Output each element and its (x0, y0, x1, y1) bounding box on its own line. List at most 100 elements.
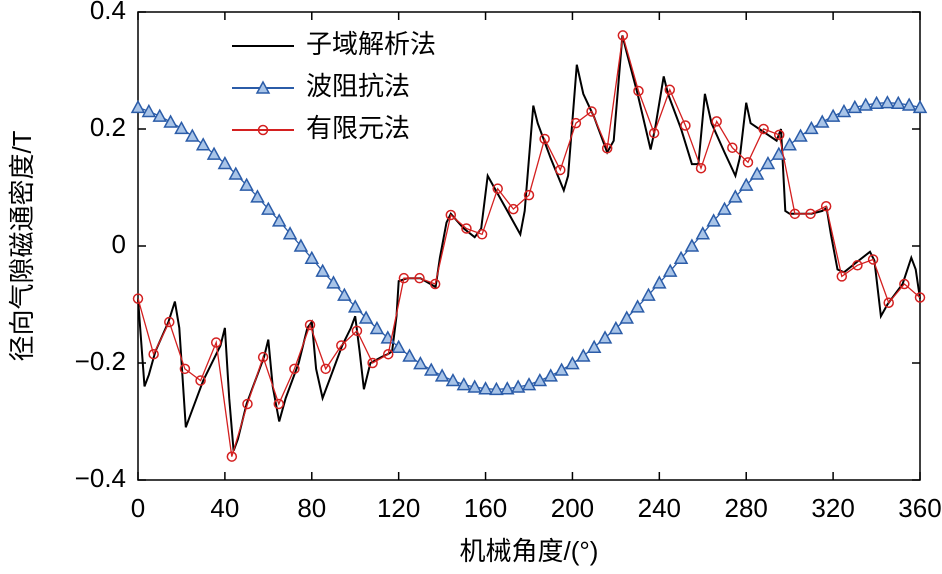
data-point (141, 103, 157, 118)
plot-frame (137, 11, 921, 481)
data-point (793, 128, 808, 142)
data-point (273, 398, 285, 410)
data-point (543, 368, 558, 382)
data-point (711, 116, 722, 127)
data-point (695, 162, 707, 174)
data-point (500, 381, 515, 395)
data-point (130, 99, 146, 114)
series-line (137, 102, 921, 390)
data-point (163, 114, 178, 128)
data-point (476, 229, 488, 240)
data-point (402, 348, 417, 362)
data-point (367, 357, 378, 369)
data-point (652, 275, 667, 289)
data-point (608, 320, 624, 335)
data-point (619, 310, 635, 324)
data-point (727, 142, 738, 153)
data-point (804, 120, 819, 135)
data-point (257, 351, 269, 363)
data-point (164, 316, 175, 328)
legend-marker (257, 124, 269, 136)
data-point (738, 177, 754, 191)
data-point (174, 120, 189, 135)
data-point (445, 209, 457, 221)
x-tick-label: 80 (297, 493, 326, 523)
data-point (847, 99, 863, 114)
data-point (239, 177, 254, 191)
y-tick-label: 0.4 (90, 0, 126, 25)
x-tick-label: 160 (464, 493, 507, 523)
data-point (858, 97, 873, 111)
data-point (570, 117, 582, 129)
data-point (664, 84, 676, 96)
data-point (358, 310, 374, 324)
data-point (899, 278, 910, 290)
data-point (132, 293, 144, 304)
data-point (758, 123, 769, 135)
y-tick-label: 0.2 (90, 112, 126, 142)
data-point (617, 30, 629, 41)
data-point (914, 292, 926, 303)
data-point (782, 137, 797, 151)
data-point (586, 339, 602, 353)
data-point (271, 213, 287, 227)
data-point (336, 340, 347, 351)
data-point (728, 189, 743, 203)
x-tick-label: 0 (131, 493, 145, 523)
data-point (695, 226, 711, 240)
data-point (789, 208, 801, 220)
data-point (467, 379, 482, 393)
data-point (820, 200, 832, 212)
data-point (510, 379, 526, 393)
data-point (423, 362, 439, 376)
data-point (630, 299, 645, 313)
data-point (749, 166, 765, 180)
data-point (673, 250, 689, 265)
data-point (489, 381, 504, 396)
data-point (901, 97, 917, 111)
data-point (429, 278, 441, 290)
data-point (867, 254, 879, 265)
legend-label: 有限元法 (306, 113, 410, 143)
data-point (586, 106, 597, 117)
x-tick-label: 40 (210, 493, 239, 523)
data-point (555, 164, 566, 176)
data-point (210, 337, 222, 348)
data-point (206, 146, 222, 160)
data-point (662, 263, 678, 277)
x-tick-label: 120 (377, 493, 420, 523)
data-point (836, 271, 848, 282)
data-point (242, 398, 253, 410)
data-point (369, 320, 385, 335)
data-point (226, 451, 238, 462)
data-point (771, 146, 787, 160)
data-point (852, 260, 863, 271)
data-point (760, 155, 776, 170)
data-point (523, 189, 535, 201)
x-tick-label: 280 (725, 493, 768, 523)
x-axis-label: 机械角度/(°) (460, 536, 599, 566)
x-tick-label: 320 (811, 493, 854, 523)
data-point (351, 325, 363, 337)
data-point (434, 368, 450, 382)
data-point (461, 223, 472, 234)
data-point (456, 377, 472, 391)
data-point (539, 133, 550, 145)
data-point (413, 356, 428, 370)
data-point (398, 272, 410, 284)
data-point (706, 213, 721, 227)
data-point (289, 363, 300, 375)
data-point (576, 348, 591, 362)
data-point (601, 143, 613, 154)
data-point (250, 189, 265, 203)
data-point (565, 356, 580, 370)
data-point (532, 372, 548, 387)
data-point (152, 108, 167, 122)
data-point (293, 238, 309, 252)
data-point (185, 128, 200, 142)
data-point (414, 272, 425, 284)
data-point (304, 250, 320, 265)
data-point (320, 363, 331, 375)
data-point (869, 95, 884, 110)
